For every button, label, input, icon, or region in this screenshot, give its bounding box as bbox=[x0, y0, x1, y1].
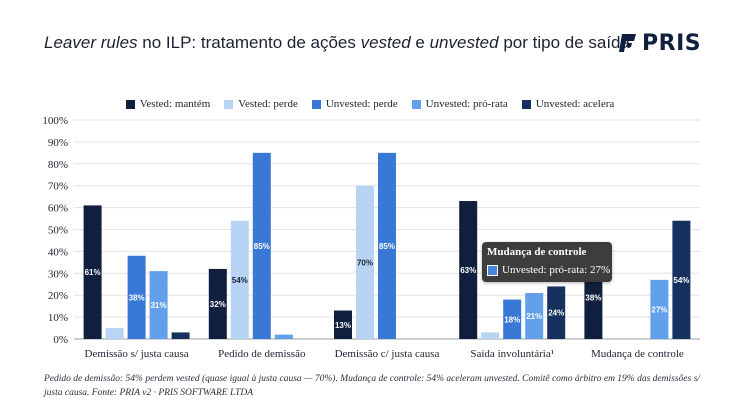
data-label: 85% bbox=[254, 242, 270, 251]
y-tick-label: 40% bbox=[48, 246, 68, 258]
y-tick-label: 50% bbox=[48, 225, 68, 237]
bar[interactable] bbox=[547, 286, 566, 339]
legend-swatch bbox=[311, 99, 321, 109]
tooltip-row: Unvested: pró-rata: 27% bbox=[487, 264, 610, 276]
x-tick-label: Mudança de controle bbox=[591, 348, 684, 360]
legend-item[interactable]: Unvested: perde bbox=[311, 98, 398, 110]
data-label: 85% bbox=[379, 242, 395, 251]
pris-logo-icon bbox=[619, 34, 636, 52]
data-label: 63% bbox=[460, 266, 476, 275]
bar[interactable] bbox=[127, 255, 146, 339]
legend-label: Unvested: perde bbox=[325, 98, 398, 110]
data-label: 27% bbox=[651, 305, 667, 314]
title-italic-prefix: Leaver rules bbox=[44, 33, 138, 52]
data-label: 54% bbox=[232, 276, 248, 285]
legend-label: Vested: perde bbox=[238, 98, 298, 110]
y-tick-label: 70% bbox=[48, 181, 68, 193]
legend-item[interactable]: Vested: mantém bbox=[125, 98, 211, 110]
bar[interactable] bbox=[672, 220, 691, 339]
y-tick-label: 10% bbox=[48, 312, 68, 324]
chart-legend: Vested: mantém Vested: perde Unvested: per… bbox=[0, 98, 740, 110]
bar[interactable] bbox=[252, 152, 271, 339]
legend-item[interactable]: Vested: perde bbox=[224, 98, 298, 110]
x-tick-label: Saída involuntária¹ bbox=[470, 348, 554, 360]
bar[interactable] bbox=[274, 334, 293, 339]
bar[interactable] bbox=[230, 220, 249, 339]
bar[interactable] bbox=[171, 332, 190, 339]
bar[interactable] bbox=[105, 328, 124, 339]
bar[interactable] bbox=[503, 299, 522, 339]
chart-tooltip: Mudança de controle Unvested: pró-rata: … bbox=[482, 242, 612, 282]
x-tick-label: Demissão s/ justa causa bbox=[85, 348, 189, 360]
bar[interactable] bbox=[378, 152, 396, 339]
tooltip-swatch bbox=[487, 264, 498, 276]
y-tick-label: 60% bbox=[48, 203, 68, 215]
data-label: 21% bbox=[526, 312, 542, 321]
data-label: 32% bbox=[210, 300, 226, 309]
bar[interactable] bbox=[356, 185, 374, 339]
data-label: 18% bbox=[504, 315, 520, 324]
data-label: 54% bbox=[673, 276, 689, 285]
y-tick-label: 0% bbox=[53, 334, 68, 346]
legend-swatch bbox=[125, 99, 135, 109]
bar[interactable] bbox=[149, 271, 168, 339]
legend-swatch bbox=[224, 99, 234, 109]
y-tick-label: 20% bbox=[48, 290, 68, 302]
bar[interactable] bbox=[459, 201, 478, 339]
title-vested: vested bbox=[360, 33, 411, 52]
bar[interactable] bbox=[650, 279, 669, 339]
data-label: 38% bbox=[585, 293, 601, 302]
data-label: 61% bbox=[85, 268, 101, 277]
title-unvested: unvested bbox=[429, 33, 499, 52]
legend-item[interactable]: Unvested: acelera bbox=[521, 98, 615, 110]
title-part-3: por tipo de saída bbox=[498, 33, 630, 52]
bar[interactable] bbox=[208, 268, 227, 339]
tooltip-row-text: Unvested: pró-rata: 27% bbox=[502, 264, 611, 276]
y-tick-label: 80% bbox=[48, 159, 68, 171]
x-tick-label: Pedido de demissão bbox=[218, 348, 306, 360]
legend-label: Vested: mantém bbox=[139, 98, 211, 110]
bar[interactable] bbox=[481, 332, 500, 339]
y-tick-label: 100% bbox=[42, 115, 68, 127]
legend-swatch bbox=[411, 99, 421, 109]
y-tick-label: 30% bbox=[48, 268, 68, 280]
title-part-1: no ILP: tratamento de ações bbox=[137, 33, 361, 52]
legend-swatch bbox=[521, 99, 531, 109]
bar[interactable] bbox=[334, 310, 352, 339]
data-label: 31% bbox=[151, 301, 167, 310]
legend-item[interactable]: Unvested: pró-rata bbox=[411, 98, 508, 110]
data-label: 70% bbox=[357, 258, 373, 267]
data-label: 38% bbox=[129, 293, 145, 302]
bar[interactable] bbox=[525, 293, 544, 339]
x-tick-label: Demissão c/ justa causa bbox=[335, 348, 440, 360]
pris-logo: PRIS bbox=[618, 30, 701, 56]
pris-logo-text: PRIS bbox=[642, 30, 702, 56]
tooltip-title: Mudança de controle bbox=[487, 246, 587, 258]
legend-label: Unvested: pró-rata bbox=[425, 98, 508, 110]
bar[interactable] bbox=[83, 205, 102, 339]
chart-title: Leaver rules no ILP: tratamento de ações… bbox=[44, 33, 630, 53]
legend-label: Unvested: acelera bbox=[535, 98, 615, 110]
data-label: 24% bbox=[548, 309, 564, 318]
chart-footnote: Pedido de demissão: 54% perdem vested (q… bbox=[44, 374, 700, 398]
y-tick-label: 90% bbox=[48, 137, 68, 149]
data-label: 13% bbox=[335, 321, 351, 330]
title-part-2: e bbox=[410, 33, 430, 52]
